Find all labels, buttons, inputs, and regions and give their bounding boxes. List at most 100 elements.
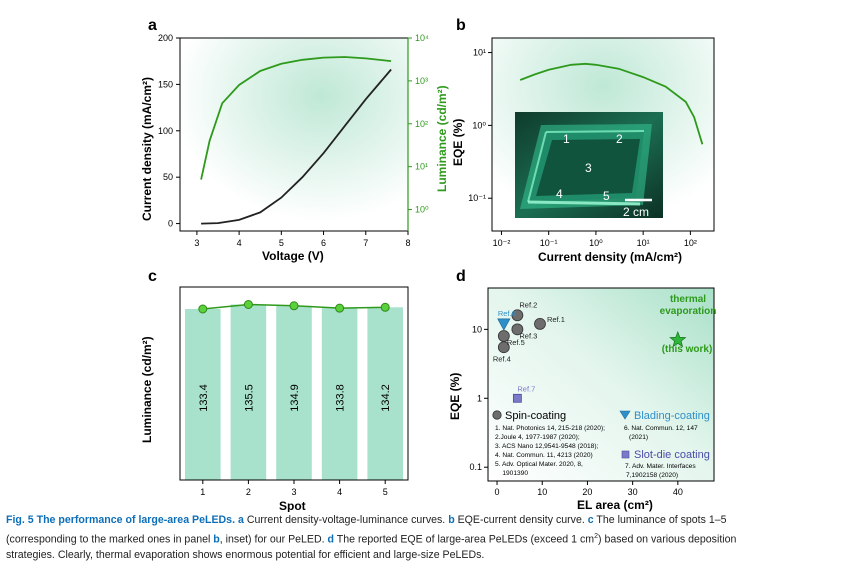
panel-a-ylabel: Current density (mA/cm²) <box>140 77 154 221</box>
legend-blade-ref-2: (2021) <box>629 434 648 441</box>
b-xtick-label: 10² <box>684 238 697 248</box>
d-blade-point <box>497 318 511 331</box>
caption-d-text: The reported EQE of large-area PeLEDs (e… <box>334 533 595 546</box>
d-slot-point <box>512 393 522 403</box>
a-ytick-label: 50 <box>163 172 173 182</box>
b-xtick-label: 10⁰ <box>589 238 603 248</box>
d-point-label: Ref.1 <box>547 315 565 324</box>
caption-d-text2: ) based on various deposition <box>598 533 737 546</box>
d-xtick-label: 20 <box>582 487 592 497</box>
b-ytick-label: 10¹ <box>473 48 486 58</box>
c-bar <box>321 308 358 480</box>
inset-spot-4: 4 <box>556 187 563 201</box>
d-spin-point <box>534 317 546 330</box>
panel-b-xlabel: Current density (mA/cm²) <box>538 250 682 264</box>
a-current-density-line <box>201 68 392 225</box>
d-ytick-label: 10 <box>472 324 482 334</box>
b-xtick-label: 10⁻² <box>493 238 511 248</box>
c-bar <box>367 307 403 480</box>
figure-caption: Fig. 5 The performance of large-area PeL… <box>6 513 861 563</box>
b-ytick-label: 10⁰ <box>472 120 486 130</box>
panel-b-letter: b <box>456 17 466 34</box>
a-y2tick-label: 10³ <box>415 76 428 86</box>
legend-spin-title: Spin-coating <box>505 410 566 422</box>
panel-d-ylabel: EQE (%) <box>448 373 462 420</box>
panel-d-frame <box>487 287 715 482</box>
legend-blade-title: Blading-coating <box>634 410 710 422</box>
caption-b-text: EQE-current density curve. <box>454 514 588 526</box>
a-y2tick-label: 10¹ <box>415 162 428 172</box>
caption-a-text: Current density-voltage-luminance curves… <box>243 514 449 526</box>
panel-d-xlabel: EL area (cm²) <box>577 498 653 512</box>
caption-line2-pre: (corresponding to the marked ones in pan… <box>6 533 214 546</box>
annotation-evaporation: evaporation <box>660 306 717 317</box>
legend-spin-ref-2: 2.Joule 4, 1977-1987 (2020); <box>495 434 580 441</box>
caption-line3: strategies. Clearly, thermal evaporation… <box>6 548 485 561</box>
d-spin-point <box>511 323 524 336</box>
panel-b: b 10⁻² 10⁻¹ 10⁰ 10¹ 10² 10⁻¹ 10⁰ 10¹ 1 2 3 4 5 … <box>451 17 715 264</box>
caption-d-key: d <box>327 533 335 546</box>
panel-a-letter: a <box>148 17 157 34</box>
panel-b-frame <box>491 37 715 232</box>
d-ytick-label: 1 <box>477 393 482 403</box>
inset-scale-label: 2 cm <box>623 205 649 219</box>
d-this-work-star <box>669 330 687 348</box>
legend-spin-ref-6: 1901390 <box>495 470 528 477</box>
panel-c-ylabel: Luminance (cd/m²) <box>140 336 154 443</box>
c-bar-value-label: 135.5 <box>243 384 255 412</box>
d-point-label: Ref.6 <box>498 309 516 318</box>
panel-c-xlabel: Spot <box>279 499 306 512</box>
b-eqe-line <box>519 62 704 145</box>
c-xtick-label: 2 <box>246 487 251 497</box>
d-point-label: Ref.2 <box>519 300 537 309</box>
a-xtick-label: 6 <box>321 238 326 248</box>
d-point-label: Ref.5 <box>507 338 525 347</box>
b-ytick-label: 10⁻¹ <box>468 193 486 203</box>
c-xtick-label: 1 <box>200 487 205 497</box>
a-xtick-label: 4 <box>237 238 242 248</box>
annotation-this-work: (this work) <box>662 344 713 355</box>
legend-slot-ref-1: 7. Adv. Mater. Interfaces <box>625 463 696 470</box>
caption-d-sup: 2 <box>594 532 598 540</box>
caption-line2-b: b <box>213 533 220 546</box>
d-point-label: Ref.7 <box>517 384 535 393</box>
inset-edge-top <box>545 130 645 133</box>
inset-spot-2: 2 <box>616 132 623 146</box>
panel-d-plot-bg <box>488 288 714 481</box>
c-bar <box>185 309 221 480</box>
d-point-label: Ref.4 <box>493 354 511 363</box>
panel-b-ylabel: EQE (%) <box>451 119 465 166</box>
b-xtick-label: 10¹ <box>637 238 650 248</box>
a-xtick-label: 5 <box>279 238 284 248</box>
panel-a: a 3 4 5 6 7 8 0 50 100 150 200 10⁰ 10¹ 10² 10³ 10⁴ Volt… <box>140 17 449 263</box>
caption-a-key: a <box>237 514 244 526</box>
legend-spin-ref-5: 5. Adv. Optical Mater. 2020, 8, <box>495 461 583 468</box>
a-ytick-label: 0 <box>168 219 173 229</box>
c-xtick-label: 5 <box>383 487 388 497</box>
caption-c-key: c <box>587 514 594 526</box>
legend-slot-ref-2: 7,1902158 (2020) <box>626 472 678 479</box>
legend-spin-marker <box>492 410 502 420</box>
legend-spin-ref-3: 3. ACS Nano 12,9541-9548 (2018); <box>495 443 599 450</box>
panel-a-y2label: Luminance (cd/m²) <box>435 85 449 192</box>
c-bar-value-label: 134.9 <box>289 384 301 412</box>
panel-a-plot-bg <box>180 38 408 231</box>
c-point <box>289 301 299 311</box>
c-point <box>243 300 253 309</box>
inset-spot-5: 5 <box>603 189 610 203</box>
c-bar-value-label: 133.8 <box>335 384 347 412</box>
legend-blade-marker <box>619 410 631 420</box>
a-xtick-label: 3 <box>194 238 199 248</box>
a-xtick-label: 8 <box>405 238 410 248</box>
d-point-label: Ref.3 <box>519 331 537 340</box>
c-bar-value-label: 133.4 <box>198 384 210 412</box>
legend-spin-ref-4: 4. Nat. Commun. 11, 4213 (2020) <box>495 452 593 459</box>
inset-active-area <box>536 139 640 196</box>
a-y2tick-label: 10⁴ <box>415 33 429 43</box>
a-ytick-label: 200 <box>158 33 173 43</box>
c-bar-value-label: 134.2 <box>380 384 392 412</box>
panel-b-inset-photo: 1 2 3 4 5 2 cm <box>515 112 663 219</box>
d-xtick-label: 40 <box>673 487 683 497</box>
legend-slot-title: Slot-die coating <box>634 449 710 461</box>
